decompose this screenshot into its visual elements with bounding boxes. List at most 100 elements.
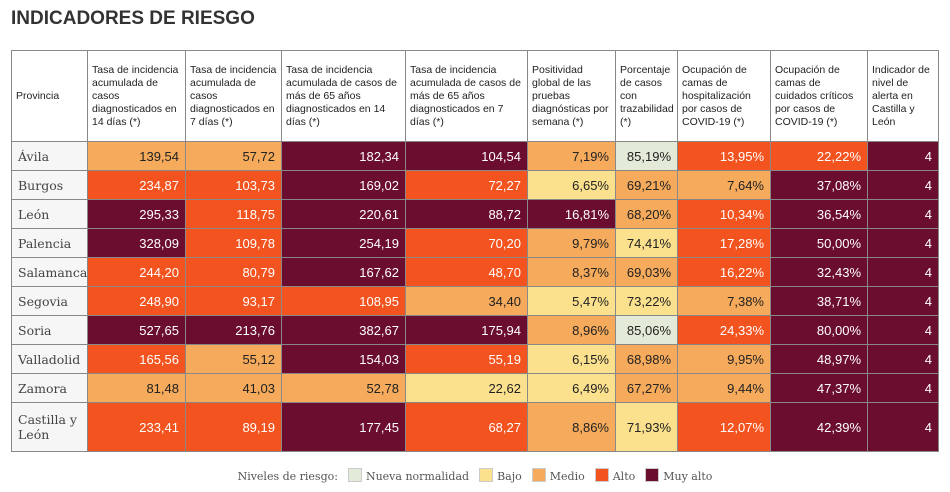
province-cell: Palencia	[11, 228, 88, 258]
value-cell: 4	[867, 199, 939, 229]
value-cell: 85,06%	[615, 315, 678, 345]
value-cell: 139,54	[87, 141, 186, 171]
value-cell: 8,86%	[527, 402, 616, 452]
value-cell: 108,95	[281, 286, 406, 316]
value-cell: 22,62	[405, 373, 528, 403]
column-header: Positividad global de las pruebas diagnó…	[527, 50, 616, 142]
value-cell: 67,27%	[615, 373, 678, 403]
province-cell: Segovia	[11, 286, 88, 316]
value-cell: 233,41	[87, 402, 186, 452]
value-cell: 42,39%	[770, 402, 868, 452]
header-row: Provincia Tasa de incidencia acumulada de…	[11, 50, 939, 142]
value-cell: 6,49%	[527, 373, 616, 403]
value-cell: 4	[867, 402, 939, 452]
value-cell: 154,03	[281, 344, 406, 374]
value-cell: 73,22%	[615, 286, 678, 316]
value-cell: 55,19	[405, 344, 528, 374]
column-header: Tasa de incidencia acumulada de casos de…	[405, 50, 528, 142]
column-header: Indicador de nivel de alerta en Castilla…	[867, 50, 939, 142]
value-cell: 328,09	[87, 228, 186, 258]
value-cell: 9,44%	[677, 373, 771, 403]
value-cell: 24,33%	[677, 315, 771, 345]
value-cell: 4	[867, 141, 939, 171]
table-row: Soria 527,65 213,76 382,67 175,94 8,96% 85,06%…	[11, 315, 939, 345]
value-cell: 8,37%	[527, 257, 616, 287]
value-cell: 32,43%	[770, 257, 868, 287]
value-cell: 52,78	[281, 373, 406, 403]
value-cell: 38,71%	[770, 286, 868, 316]
legend-swatch	[594, 468, 609, 482]
value-cell: 88,72	[405, 199, 528, 229]
value-cell: 34,40	[405, 286, 528, 316]
value-cell: 57,72	[185, 141, 282, 171]
value-cell: 213,76	[185, 315, 282, 345]
value-cell: 10,34%	[677, 199, 771, 229]
legend: Niveles de riesgo: Nueva normalidad Bajo Me…	[0, 468, 950, 483]
value-cell: 80,79	[185, 257, 282, 287]
value-cell: 175,94	[405, 315, 528, 345]
value-cell: 16,22%	[677, 257, 771, 287]
column-header: Ocupación de camas de hospitalización po…	[677, 50, 771, 142]
province-cell: Burgos	[11, 170, 88, 200]
column-header: Provincia	[11, 50, 88, 142]
value-cell: 89,19	[185, 402, 282, 452]
value-cell: 4	[867, 257, 939, 287]
value-cell: 71,93%	[615, 402, 678, 452]
value-cell: 8,96%	[527, 315, 616, 345]
value-cell: 234,87	[87, 170, 186, 200]
province-cell: León	[11, 199, 88, 229]
column-header: Porcentaje de casos con trazabilidad (*)	[615, 50, 678, 142]
province-cell: Zamora	[11, 373, 88, 403]
value-cell: 4	[867, 170, 939, 200]
value-cell: 69,03%	[615, 257, 678, 287]
value-cell: 244,20	[87, 257, 186, 287]
column-header: Tasa de incidencia acumulada de casos di…	[87, 50, 186, 142]
table-row: León 295,33 118,75 220,61 88,72 16,81% 68,20% 1…	[11, 199, 939, 229]
table-row: Valladolid 165,56 55,12 154,03 55,19 6,15% 68,…	[11, 344, 939, 374]
value-cell: 220,61	[281, 199, 406, 229]
value-cell: 69,21%	[615, 170, 678, 200]
table-row: Burgos 234,87 103,73 169,02 72,27 6,65% 69,21%…	[11, 170, 939, 200]
value-cell: 104,54	[405, 141, 528, 171]
value-cell: 74,41%	[615, 228, 678, 258]
value-cell: 68,98%	[615, 344, 678, 374]
value-cell: 527,65	[87, 315, 186, 345]
value-cell: 4	[867, 315, 939, 345]
value-cell: 93,17	[185, 286, 282, 316]
value-cell: 41,03	[185, 373, 282, 403]
value-cell: 12,07%	[677, 402, 771, 452]
table-row: Palencia 328,09 109,78 254,19 70,20 9,79% 74,4…	[11, 228, 939, 258]
value-cell: 13,95%	[677, 141, 771, 171]
value-cell: 80,00%	[770, 315, 868, 345]
value-cell: 182,34	[281, 141, 406, 171]
province-cell: Ávila	[11, 141, 88, 171]
value-cell: 70,20	[405, 228, 528, 258]
column-header: Ocupación de camas de cuidados críticos …	[770, 50, 868, 142]
table-row: Ávila 139,54 57,72 182,34 104,54 7,19% 85,19% 1…	[11, 141, 939, 171]
legend-label: Medio	[549, 470, 585, 483]
value-cell: 248,90	[87, 286, 186, 316]
value-cell: 165,56	[87, 344, 186, 374]
column-header: Tasa de incidencia acumulada de casos di…	[185, 50, 282, 142]
value-cell: 295,33	[87, 199, 186, 229]
value-cell: 5,47%	[527, 286, 616, 316]
legend-swatch	[479, 468, 494, 482]
value-cell: 177,45	[281, 402, 406, 452]
value-cell: 17,28%	[677, 228, 771, 258]
value-cell: 109,78	[185, 228, 282, 258]
legend-label: Bajo	[497, 470, 522, 483]
value-cell: 103,73	[185, 170, 282, 200]
value-cell: 4	[867, 344, 939, 374]
value-cell: 36,54%	[770, 199, 868, 229]
value-cell: 6,15%	[527, 344, 616, 374]
legend-label: Nueva normalidad	[365, 470, 470, 483]
table-row: Zamora 81,48 41,03 52,78 22,62 6,49% 67,27% 9,4…	[11, 373, 939, 403]
value-cell: 7,64%	[677, 170, 771, 200]
province-cell: Castilla y León	[11, 402, 88, 452]
province-cell: Soria	[11, 315, 88, 345]
value-cell: 254,19	[281, 228, 406, 258]
province-cell: Valladolid	[11, 344, 88, 374]
table-row: Castilla y León 233,41 89,19 177,45 68,27 8,8…	[11, 402, 939, 452]
legend-swatch	[347, 468, 362, 482]
